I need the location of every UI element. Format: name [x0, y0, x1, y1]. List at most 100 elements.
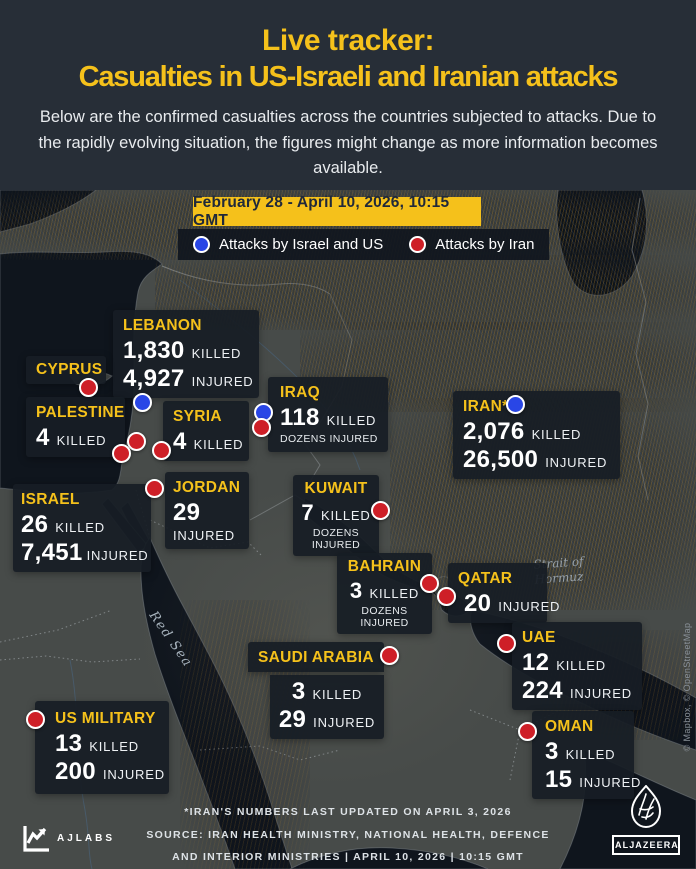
- country-name: KUWAIT: [304, 480, 368, 497]
- aljazeera-label: ALJAZEERA: [612, 835, 680, 855]
- killed-value: 3: [545, 738, 559, 766]
- country-name: QATAR: [458, 570, 513, 587]
- casualty-label-bahrain: BAHRAIN 3 KILLED DOZENS INJURED: [337, 553, 432, 635]
- injured-unit: INJURED: [86, 548, 149, 564]
- casualty-label-us-military: US MILITARY 13 KILLED 200 INJURED: [35, 701, 169, 794]
- injured-value: 29: [173, 499, 201, 527]
- casualty-label-syria: SYRIA 4 KILLED: [163, 401, 249, 462]
- attack-marker-israel-red: [127, 432, 146, 451]
- injured-value: 4,927: [123, 365, 185, 393]
- injured-unit: INJURED: [102, 767, 165, 783]
- injured-value: 7,451: [21, 539, 83, 567]
- injured-unit: INJURED: [173, 528, 235, 544]
- attack-marker-lebanon-blue: [133, 393, 152, 412]
- legend-label-iran: Attacks by Iran: [435, 236, 535, 253]
- killed-unit: KILLED: [320, 508, 371, 524]
- map-attribution: © Mapbox, © OpenStreetMap: [682, 622, 692, 752]
- injured-unit: INJURED: [569, 686, 632, 702]
- casualty-label-oman: OMAN 3 KILLED 15 INJURED: [532, 711, 640, 799]
- attack-marker-jordan-red: [145, 479, 164, 498]
- legend-item-iran: Attacks by Iran: [409, 236, 534, 253]
- killed-value: 12: [522, 649, 550, 677]
- legend-label-israel-us: Attacks by Israel and US: [219, 236, 384, 253]
- injured-unit: INJURED: [545, 455, 608, 471]
- blue-dot-icon: [193, 236, 210, 253]
- date-badge: February 28 - April 10, 2026, 10:15 GMT: [193, 194, 481, 229]
- attack-marker-palestine-red: [112, 444, 131, 463]
- country-name: LEBANON: [123, 317, 202, 334]
- attack-marker-saudi-arabia-red: [380, 646, 399, 665]
- legend-item-israel-us: Attacks by Israel and US: [193, 236, 383, 253]
- casualty-label-iran: IRAN* 2,076 KILLED 26,500 INJURED: [453, 391, 620, 479]
- source-line-1: SOURCE: IRAN HEALTH MINISTRY, NATIONAL H…: [146, 829, 550, 841]
- killed-value: 26: [21, 511, 49, 539]
- attack-marker-kuwait-red: [371, 501, 390, 520]
- injured-unit: DOZENS INJURED: [311, 526, 361, 552]
- casualty-label-uae: UAE 12 KILLED 224 INJURED: [512, 622, 642, 710]
- casualty-label-palestine: PALESTINE 4 KILLED: [26, 397, 125, 458]
- injured-unit: INJURED: [579, 775, 642, 791]
- injured-value: 200: [55, 758, 96, 786]
- page-subtitle: Below are the confirmed casualties acros…: [38, 108, 658, 178]
- injured-unit: INJURED: [191, 374, 254, 390]
- country-name: CYPRUS: [36, 361, 103, 378]
- source-line-2: AND INTERIOR MINISTRIES | APRIL 10, 2026…: [172, 851, 524, 863]
- killed-unit: KILLED: [531, 427, 582, 443]
- caspian-sea: [556, 190, 648, 296]
- killed-unit: KILLED: [193, 437, 244, 453]
- country-name: UAE: [522, 629, 556, 646]
- injured-value: 224: [522, 677, 563, 705]
- killed-unit: KILLED: [565, 747, 616, 763]
- country-name: JORDAN: [173, 479, 241, 496]
- casualty-label-saudi-arabia-title: SAUDI ARABIA: [248, 642, 384, 673]
- attack-marker-bahrain-red: [420, 574, 439, 593]
- injured-value: 15: [545, 766, 573, 794]
- attack-marker-cyprus-red: [79, 378, 98, 397]
- attack-marker-qatar-red: [437, 587, 456, 606]
- country-name: US MILITARY: [55, 710, 156, 727]
- attack-marker-iraq-red: [252, 418, 271, 437]
- casualty-label-jordan: JORDAN 29 INJURED: [165, 472, 249, 550]
- casualty-label-kuwait: KUWAIT 7 KILLED DOZENS INJURED: [293, 475, 379, 557]
- casualty-label-israel: ISRAEL 26 KILLED 7,451 INJURED: [13, 484, 151, 572]
- killed-unit: KILLED: [89, 739, 139, 755]
- casualty-label-lebanon: LEBANON 1,830 KILLED 4,927 INJURED: [113, 310, 259, 398]
- legend: Attacks by Israel and US Attacks by Iran: [178, 229, 550, 260]
- killed-unit: KILLED: [369, 586, 420, 602]
- killed-unit: KILLED: [55, 520, 105, 536]
- killed-unit: KILLED: [312, 687, 363, 702]
- ajlabs-chart-icon: [23, 826, 49, 852]
- footnote: *IRAN'S NUMBERS LAST UPDATED ON APRIL 3,…: [184, 806, 512, 818]
- attack-marker-syria-red: [152, 441, 171, 460]
- ajlabs-logo: AJLABS: [20, 822, 115, 854]
- attack-marker-uae-red: [497, 634, 516, 653]
- country-name: OMAN: [545, 718, 594, 735]
- attack-marker-iran-blue: [506, 395, 525, 414]
- aljazeera-emblem-icon: [630, 785, 662, 829]
- injured-unit: DOZENS INJURED: [360, 604, 409, 630]
- country-name: PALESTINE: [36, 404, 125, 421]
- killed-unit: KILLED: [56, 433, 107, 449]
- killed-unit: KILLED: [191, 346, 242, 362]
- killed-value: 4: [173, 428, 187, 456]
- killed-unit: KILLED: [326, 413, 377, 429]
- attack-marker-oman-red: [518, 722, 537, 741]
- killed-value: 13: [55, 730, 83, 758]
- injured-value: 20: [464, 590, 492, 618]
- header: Live tracker: Casualties in US-Israeli a…: [0, 0, 696, 190]
- killed-value: 4: [36, 424, 50, 452]
- casualty-label-qatar: QATAR 20 INJURED: [448, 563, 559, 624]
- killed-value: 7: [301, 500, 314, 526]
- country-name: SYRIA: [173, 408, 222, 425]
- injured-unit: INJURED: [313, 714, 376, 730]
- country-name: SAUDI ARABIA: [258, 649, 374, 666]
- killed-value: 118: [280, 404, 320, 432]
- page-title-line2: Casualties in US-Israeli and Iranian att…: [78, 61, 619, 93]
- killed-value: 3: [349, 578, 363, 604]
- country-name: ISRAEL: [21, 491, 80, 508]
- injured-unit: DOZENS INJURED: [280, 433, 378, 446]
- country-name: IRAQ: [280, 384, 320, 401]
- casualty-label-iraq: IRAQ 118 KILLED DOZENS INJURED: [268, 377, 388, 452]
- killed-value: 3: [291, 678, 306, 705]
